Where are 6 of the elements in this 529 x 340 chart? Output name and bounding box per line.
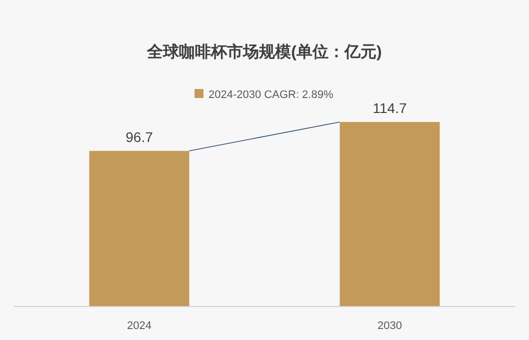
- x-tick-label: 2030: [378, 320, 402, 332]
- data-label: 114.7: [372, 100, 407, 116]
- legend-label: 2024-2030 CAGR: 2.89%: [208, 89, 334, 101]
- data-label: 96.7: [126, 128, 154, 145]
- chart-title: 全球咖啡杯市场规模(单位：亿元): [146, 43, 382, 61]
- x-tick-label: 2024: [127, 320, 152, 332]
